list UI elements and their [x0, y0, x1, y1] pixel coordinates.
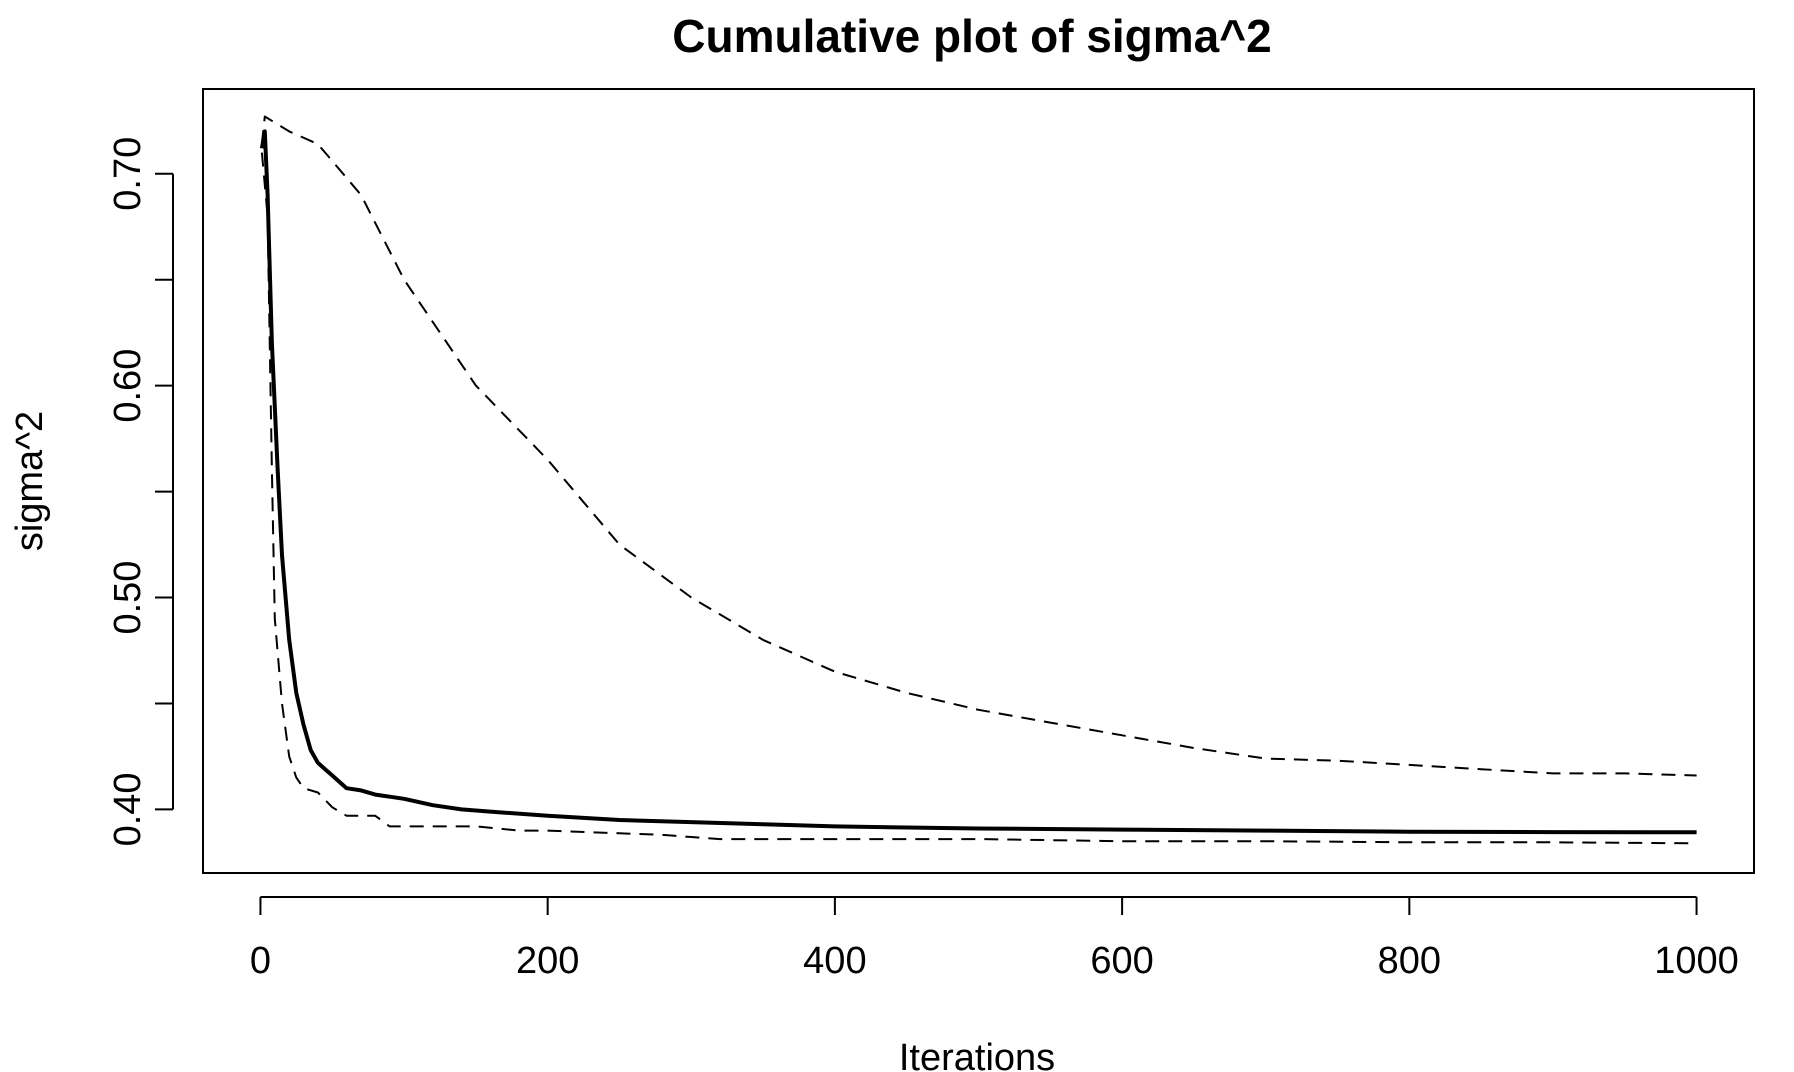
x-tick-label: 800: [1378, 940, 1441, 982]
x-tick-label: 1000: [1654, 940, 1739, 982]
y-tick-label: 0.60: [107, 349, 149, 423]
y-tick-label: 0.70: [107, 137, 149, 211]
series-line-dashed-1: [260, 152, 1697, 845]
x-tick-label: 400: [803, 940, 866, 982]
x-axis: 0 200 400 600 800 1000: [250, 896, 1739, 982]
y-axis: 0.40 0.50 0.60 0.70: [107, 137, 174, 846]
series-layer: [259, 115, 1697, 845]
chart-title: Cumulative plot of sigma^2: [672, 10, 1271, 62]
x-axis-label: Iterations: [899, 1037, 1055, 1072]
plot-frame: [202, 88, 1755, 874]
series-line-dashed-2: [260, 115, 1697, 777]
x-tick-label: 0: [250, 940, 271, 982]
x-tick-label: 200: [516, 940, 579, 982]
series-line-solid-0: [259, 129, 1697, 835]
y-tick-label: 0.50: [107, 561, 149, 635]
y-axis-label: sigma^2: [9, 411, 51, 551]
y-tick-label: 0.40: [107, 772, 149, 846]
x-tick-label: 600: [1090, 940, 1153, 982]
